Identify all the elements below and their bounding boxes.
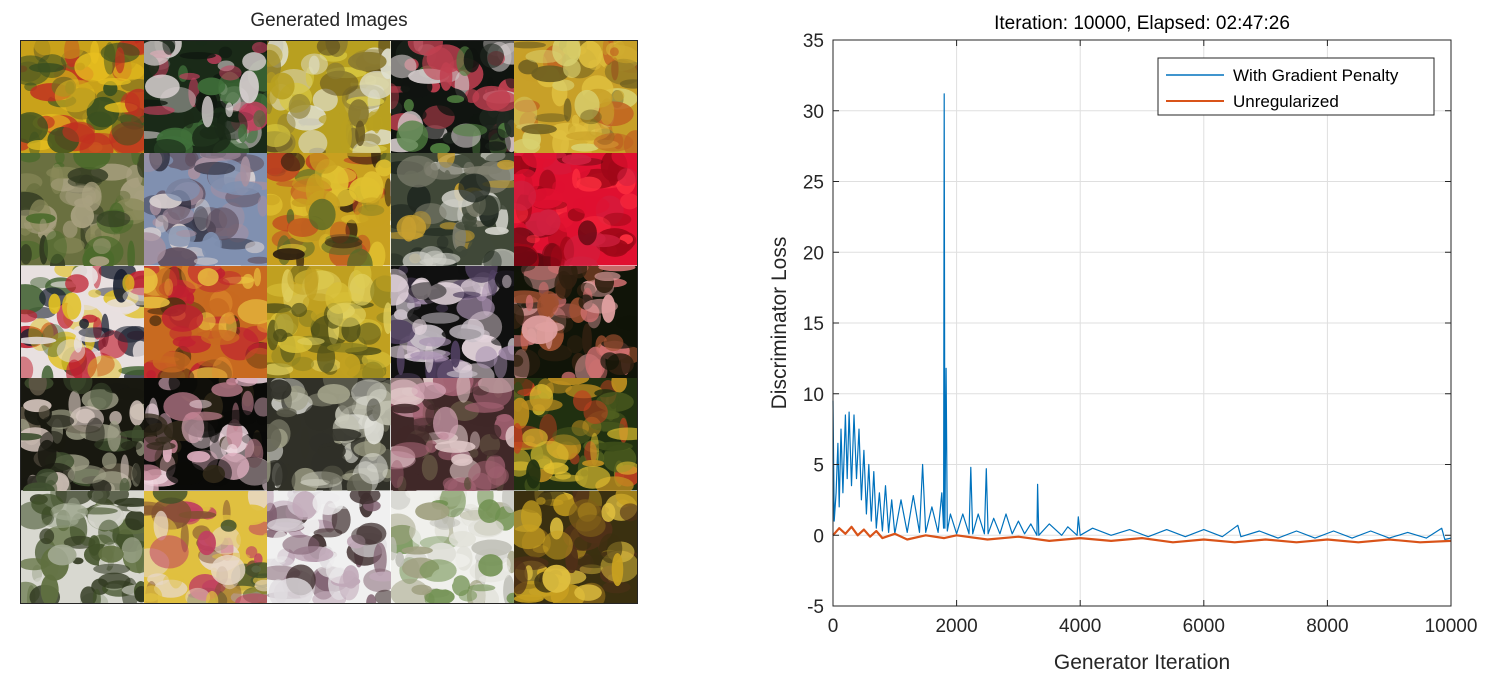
generated-image-tile bbox=[21, 41, 145, 154]
generated-image-tile bbox=[21, 378, 145, 491]
generated-image-tile bbox=[144, 378, 268, 491]
y-tick-label: -5 bbox=[807, 597, 824, 618]
series-line-gradient-penalty bbox=[832, 93, 1452, 541]
generated-image-tile bbox=[21, 490, 145, 603]
y-axis-label: Discriminator Loss bbox=[768, 237, 791, 410]
y-tick-label: 30 bbox=[803, 102, 824, 123]
generated-image-tile bbox=[267, 153, 391, 266]
x-tick-label: 10000 bbox=[1425, 616, 1478, 637]
generated-image-tile bbox=[390, 265, 514, 379]
legend-label: Unregularized bbox=[1233, 92, 1339, 111]
generated-image-tile bbox=[390, 378, 514, 491]
y-tick-label: 15 bbox=[803, 314, 824, 335]
chart-title: Iteration: 10000, Elapsed: 02:47:26 bbox=[994, 13, 1290, 34]
y-tick-label: 25 bbox=[803, 173, 824, 194]
y-tick-label: 10 bbox=[803, 385, 824, 406]
generated-image-tile bbox=[513, 265, 637, 379]
y-tick-label: 35 bbox=[803, 31, 824, 52]
x-tick-label: 2000 bbox=[935, 616, 977, 637]
generated-image-tile bbox=[21, 153, 145, 266]
x-tick-label: 0 bbox=[828, 616, 839, 637]
generated-images-grid bbox=[20, 40, 638, 604]
generated-image-tile bbox=[513, 153, 637, 266]
x-axis-label: Generator Iteration bbox=[1054, 651, 1230, 674]
series-line-unregularized bbox=[832, 525, 1452, 544]
generated-image-tile bbox=[144, 265, 268, 379]
x-tick-label: 6000 bbox=[1183, 616, 1225, 637]
y-tick-label: 20 bbox=[803, 243, 824, 264]
generated-image-tile bbox=[513, 490, 637, 603]
generated-image-tile bbox=[267, 490, 391, 603]
generated-image-tile bbox=[267, 265, 391, 379]
generated-image-tile bbox=[144, 153, 268, 266]
generated-image-tile bbox=[267, 378, 391, 491]
legend-box bbox=[1157, 57, 1435, 116]
generated-image-tile bbox=[267, 41, 391, 154]
generated-image-tile bbox=[513, 41, 637, 154]
generated-image-tile bbox=[390, 490, 514, 603]
legend-label: With Gradient Penalty bbox=[1233, 66, 1399, 85]
generated-image-tile bbox=[390, 41, 514, 154]
generated-images-title: Generated Images bbox=[250, 10, 408, 31]
generated-image-tile bbox=[144, 41, 268, 154]
y-tick-label: 0 bbox=[813, 526, 824, 547]
generated-image-tile bbox=[513, 378, 637, 491]
generated-image-tile bbox=[144, 490, 268, 603]
y-tick-label: 5 bbox=[813, 456, 824, 477]
generated-image-tile bbox=[21, 265, 145, 379]
x-tick-label: 4000 bbox=[1059, 616, 1101, 637]
generated-image-tile bbox=[390, 153, 514, 266]
x-tick-label: 8000 bbox=[1306, 616, 1348, 637]
